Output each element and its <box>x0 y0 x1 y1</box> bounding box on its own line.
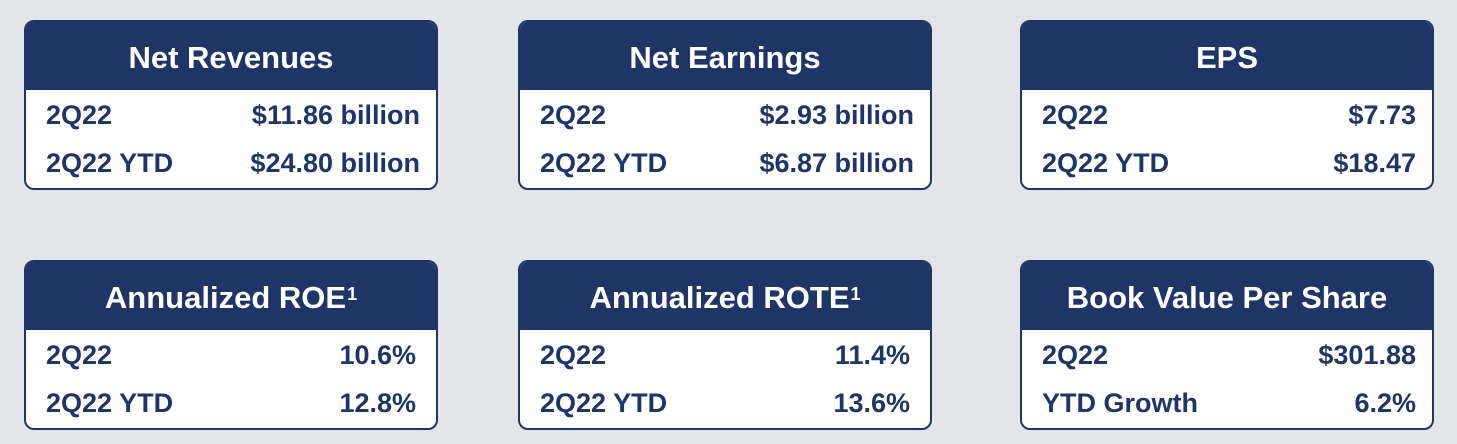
metric-label: 2Q22 YTD <box>540 147 668 178</box>
metric-label: 2Q22 <box>540 339 607 370</box>
card-eps: EPS 2Q22 $7.73 2Q22 YTD $18.47 <box>1020 20 1434 190</box>
card-body: 2Q22 $11.86 billion 2Q22 YTD $24.80 bill… <box>26 91 436 187</box>
metric-row: 2Q22 YTD $6.87 billion <box>540 139 914 187</box>
card-annualized-roe: Annualized ROE 1 2Q22 10.6% 2Q22 YTD 12.8… <box>24 260 438 430</box>
card-title-text: Net Revenues <box>128 40 334 75</box>
metric-label: 2Q22 <box>1042 339 1109 370</box>
metric-value: 11.4% <box>834 339 910 370</box>
metric-label: 2Q22 <box>540 99 607 130</box>
card-title-text: Book Value Per Share <box>1066 280 1388 315</box>
metric-label: 2Q22 <box>46 99 113 130</box>
metric-row: 2Q22 $2.93 billion <box>540 91 914 139</box>
card-body: 2Q22 $301.88 YTD Growth 6.2% <box>1022 331 1432 427</box>
card-body: 2Q22 $2.93 billion 2Q22 YTD $6.87 billio… <box>520 91 930 187</box>
card-title: Annualized ROE 1 <box>26 262 436 330</box>
metric-label: 2Q22 <box>46 339 113 370</box>
card-net-revenues: Net Revenues 2Q22 $11.86 billion 2Q22 YT… <box>24 20 438 190</box>
metric-label: YTD Growth <box>1042 387 1198 418</box>
metric-row: 2Q22 $7.73 <box>1042 91 1416 139</box>
metric-value: 12.8% <box>339 387 416 418</box>
card-title-text: EPS <box>1195 40 1259 75</box>
metric-row: YTD Growth 6.2% <box>1042 379 1416 427</box>
card-annualized-rote: Annualized ROTE 1 2Q22 11.4% 2Q22 YTD 13.… <box>518 260 932 430</box>
metric-row: 2Q22 YTD 13.6% <box>540 379 914 427</box>
metric-value: $18.47 <box>1333 147 1416 178</box>
card-title: Net Revenues <box>26 22 436 90</box>
metric-row: 2Q22 YTD $24.80 billion <box>46 139 420 187</box>
metric-value: $7.73 <box>1348 99 1416 130</box>
card-title: EPS <box>1022 22 1432 90</box>
card-title-text: Annualized ROTE <box>589 280 850 315</box>
metric-row: 2Q22 10.6% <box>46 331 420 379</box>
metric-label: 2Q22 <box>1042 99 1109 130</box>
card-body: 2Q22 11.4% 2Q22 YTD 13.6% <box>520 331 930 427</box>
card-body: 2Q22 $7.73 2Q22 YTD $18.47 <box>1022 91 1432 187</box>
metric-row: 2Q22 $301.88 <box>1042 331 1416 379</box>
metric-value: 13.6% <box>833 387 910 418</box>
metric-value: $24.80 billion <box>250 147 420 178</box>
metric-value: $2.93 billion <box>759 99 914 130</box>
metric-value: 10.6% <box>339 339 416 370</box>
metric-label: 2Q22 YTD <box>540 387 668 418</box>
card-book-value-per-share: Book Value Per Share 2Q22 $301.88 YTD Gr… <box>1020 260 1434 430</box>
metric-row: 2Q22 YTD 12.8% <box>46 379 420 427</box>
metric-value: $6.87 billion <box>759 147 914 178</box>
card-title: Net Earnings <box>520 22 930 90</box>
metric-label: 2Q22 YTD <box>46 147 174 178</box>
footnote-marker: 1 <box>347 283 358 304</box>
card-net-earnings: Net Earnings 2Q22 $2.93 billion 2Q22 YTD… <box>518 20 932 190</box>
card-title-text: Annualized ROE <box>104 280 347 315</box>
metric-value: $301.88 <box>1318 339 1416 370</box>
metric-row: 2Q22 $11.86 billion <box>46 91 420 139</box>
metric-value: 6.2% <box>1354 387 1416 418</box>
card-title: Book Value Per Share <box>1022 262 1432 330</box>
metric-value: $11.86 billion <box>251 99 420 130</box>
metric-label: 2Q22 YTD <box>1042 147 1170 178</box>
card-body: 2Q22 10.6% 2Q22 YTD 12.8% <box>26 331 436 427</box>
footnote-marker: 1 <box>850 283 861 304</box>
metric-label: 2Q22 YTD <box>46 387 174 418</box>
card-title: Annualized ROTE 1 <box>520 262 930 330</box>
metric-row: 2Q22 YTD $18.47 <box>1042 139 1416 187</box>
metric-row: 2Q22 11.4% <box>540 331 914 379</box>
card-title-text: Net Earnings <box>629 40 821 75</box>
